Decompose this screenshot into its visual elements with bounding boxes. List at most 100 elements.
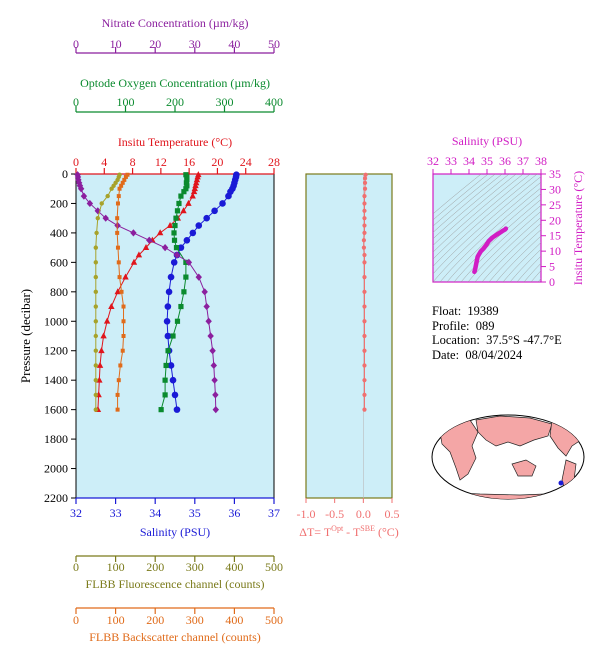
continent-asia [475, 415, 553, 447]
nitrate-point [201, 288, 208, 296]
ts-contour-line [495, 235, 541, 282]
nitrate-point [212, 406, 219, 414]
float-location-marker [558, 480, 564, 486]
ts-x-tick-label: 32 [427, 154, 439, 168]
fluorescence-point [93, 274, 99, 280]
fluorescence-point [93, 392, 99, 398]
fluorescence-tick-label: 400 [225, 560, 243, 574]
temperature-point [142, 244, 150, 251]
temperature-tick-label: 4 [101, 155, 107, 169]
profile-label: Profile: [432, 318, 470, 333]
delta-t-point [362, 260, 367, 265]
temperature-point [156, 229, 164, 236]
salinity-point [171, 391, 179, 399]
temperature-axis-label: Insitu Temperature (°C) [118, 135, 232, 149]
salinity-point [173, 406, 181, 413]
delta-t-point [362, 180, 368, 185]
delta-t-point [362, 230, 367, 236]
ts-contour-line [530, 270, 541, 282]
ts-y-tick-label: 5 [549, 260, 555, 274]
delta-t-point [362, 378, 367, 383]
delta-t-point [362, 319, 367, 324]
delta-t-plot-area [305, 173, 393, 499]
salinity-point [183, 236, 191, 244]
oxygen-point [183, 180, 189, 186]
nitrate-point [212, 391, 219, 399]
oxygen-point [171, 230, 177, 236]
nitrate-point [86, 199, 94, 208]
salinity-tick-label: 37 [268, 506, 280, 520]
oxygen-point [162, 377, 168, 383]
oxygen-point [183, 274, 189, 280]
oxygen-point [176, 200, 182, 207]
ts-contour-line [509, 248, 541, 282]
ts-contour-line [523, 262, 541, 282]
nitrate-axis-label: Nitrate Concentration (µm/kg) [102, 16, 249, 30]
backscatter-point [121, 319, 126, 324]
fluorescence-point [109, 186, 114, 191]
temperature-point [135, 251, 143, 258]
float-info-panel: Float: 19389 Profile: 089 Location: 37.5… [432, 304, 562, 362]
oxygen-point [184, 174, 190, 180]
salinity-point [167, 273, 175, 281]
temperature-point [189, 192, 196, 199]
oxygen-point [158, 407, 164, 413]
backscatter-tick-label: 100 [107, 613, 125, 627]
oxygen-point [178, 303, 184, 310]
nitrate-point [209, 347, 216, 355]
fluorescence-point [93, 348, 99, 353]
salinity-point [169, 376, 177, 384]
pressure-axis-label: Pressure (decibar) [18, 289, 33, 383]
temperature-tick-label: 16 [183, 155, 195, 169]
nitrate-point [205, 317, 212, 325]
fluorescence-point [99, 201, 104, 206]
temperature-point [103, 317, 111, 324]
oxygen-point [174, 208, 181, 214]
delta-t-label-sup: SBE [360, 524, 375, 533]
salinity-point [195, 222, 203, 229]
delta-t-point [361, 245, 367, 250]
ts-y-tick-label: 0 [549, 275, 555, 289]
temperature-point [108, 302, 115, 309]
fluorescence-point [93, 304, 99, 309]
ts-y-axis-label: Insitu Temperature (°C) [571, 171, 585, 285]
fluorescence-tick-label: 500 [265, 560, 283, 574]
backscatter-tick-label: 500 [265, 613, 283, 627]
fluorescence-point [93, 333, 99, 339]
float-line: Float: 19389 [432, 304, 562, 319]
salinity-point [164, 303, 172, 310]
oxygen-tick-label: 0 [73, 95, 79, 109]
salinity-point [177, 244, 185, 251]
fluorescence-tick-label: 300 [186, 560, 204, 574]
delta-t-axis-label: ΔT= TOpt - TSBE (°C) [299, 524, 399, 539]
backscatter-axis-label: FLBB Backscatter channel (counts) [89, 630, 261, 644]
delta-t-point [362, 392, 367, 398]
temperature-point [190, 188, 198, 195]
ts-contour-line [433, 174, 517, 246]
delta-t-label-part: - T [343, 525, 361, 539]
oxygen-tick-label: 300 [216, 95, 234, 109]
salinity-point [170, 259, 178, 266]
temperature-tick-label: 12 [155, 155, 167, 169]
nitrate-point [207, 332, 214, 340]
float-label: Float: [432, 304, 462, 318]
delta-t-label-part: (°C) [375, 525, 399, 539]
pressure-tick-label: 0 [62, 167, 68, 181]
temperature-point [185, 199, 192, 206]
ts-contour-line [502, 242, 541, 282]
salinity-point [225, 192, 232, 200]
oxygen-point [184, 183, 190, 189]
temperature-point [96, 361, 104, 368]
nitrate-point [173, 251, 181, 259]
backscatter-point [125, 172, 130, 177]
main-profile-chart: 0200400600800100012001400160018002000220… [18, 16, 283, 644]
ts-contour-line [453, 199, 541, 282]
temperature-tick-label: 8 [130, 155, 136, 169]
delta-t-point [362, 193, 367, 199]
ts-contours [433, 174, 541, 282]
ts-y-tick-label: 15 [549, 229, 561, 243]
temperature-tick-label: 20 [211, 155, 223, 169]
pressure-tick-label: 1000 [44, 314, 68, 328]
temperature-point [114, 288, 121, 295]
nitrate-series [74, 171, 219, 414]
